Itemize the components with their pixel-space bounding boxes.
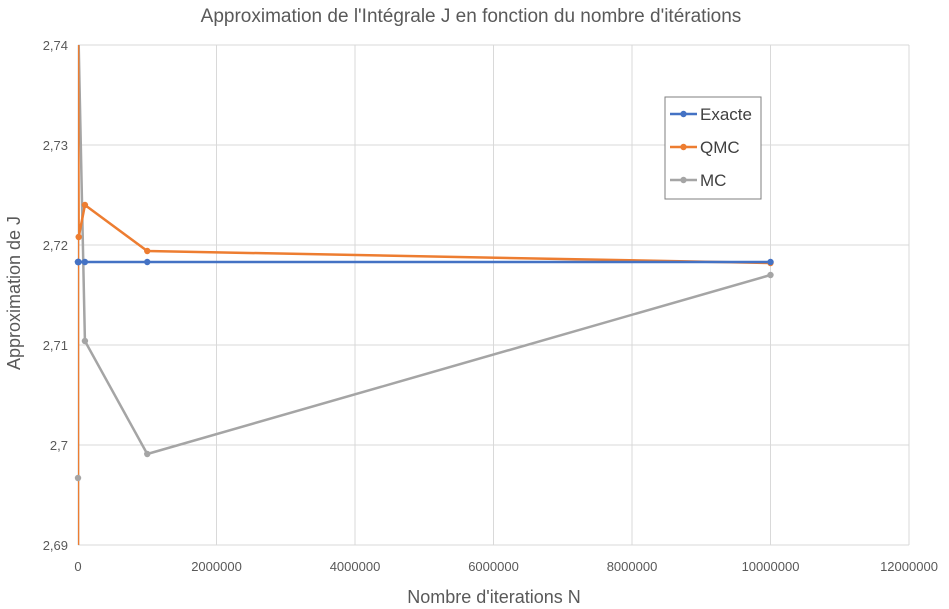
x-tick-label: 8000000 bbox=[607, 559, 658, 574]
x-tick-label: 10000000 bbox=[742, 559, 800, 574]
data-point-qmc bbox=[75, 233, 82, 241]
chart-title: Approximation de l'Intégrale J en foncti… bbox=[201, 6, 742, 27]
y-tick-label: 2,69 bbox=[43, 538, 68, 553]
x-tick-label: 4000000 bbox=[330, 559, 381, 574]
points-layer bbox=[74, 201, 774, 482]
data-point-exacte bbox=[75, 258, 82, 266]
y-tick-label: 2,72 bbox=[43, 238, 68, 253]
x-tick-label: 6000000 bbox=[468, 559, 519, 574]
data-point-qmc bbox=[81, 201, 89, 209]
x-tick-label: 0 bbox=[74, 559, 81, 574]
legend-marker-exacte bbox=[680, 110, 687, 118]
legend: Exacte QMC MC bbox=[664, 96, 762, 200]
data-point-mc bbox=[81, 337, 89, 345]
data-point-mc bbox=[767, 271, 774, 279]
data-point-exacte bbox=[81, 258, 89, 266]
y-tick-labels: 2,69 2,7 2,71 2,72 2,73 2,74 bbox=[43, 38, 68, 553]
data-point-exacte bbox=[767, 258, 774, 266]
y-tick-label: 2,7 bbox=[50, 438, 68, 453]
data-point-qmc bbox=[144, 247, 151, 255]
data-point-mc bbox=[144, 450, 151, 458]
y-tick-label: 2,71 bbox=[43, 338, 68, 353]
x-tick-label: 12000000 bbox=[880, 559, 938, 574]
legend-marker-mc bbox=[680, 176, 687, 184]
y-axis-title: Approximation de J bbox=[4, 216, 24, 370]
legend-label-qmc: QMC bbox=[700, 138, 740, 157]
x-tick-label: 2000000 bbox=[191, 559, 242, 574]
y-tick-label: 2,74 bbox=[43, 38, 68, 53]
y-tick-label: 2,73 bbox=[43, 138, 68, 153]
x-tick-labels: 0 2000000 4000000 6000000 8000000 10000000 120… bbox=[74, 559, 938, 574]
legend-label-mc: MC bbox=[700, 171, 726, 190]
data-point-mc bbox=[74, 474, 82, 482]
data-point-exacte bbox=[144, 258, 151, 266]
x-axis-title: Nombre d'iterations N bbox=[407, 587, 581, 607]
legend-label-exacte: Exacte bbox=[700, 105, 752, 124]
legend-marker-qmc bbox=[680, 143, 687, 151]
grid-lines bbox=[77, 44, 910, 546]
